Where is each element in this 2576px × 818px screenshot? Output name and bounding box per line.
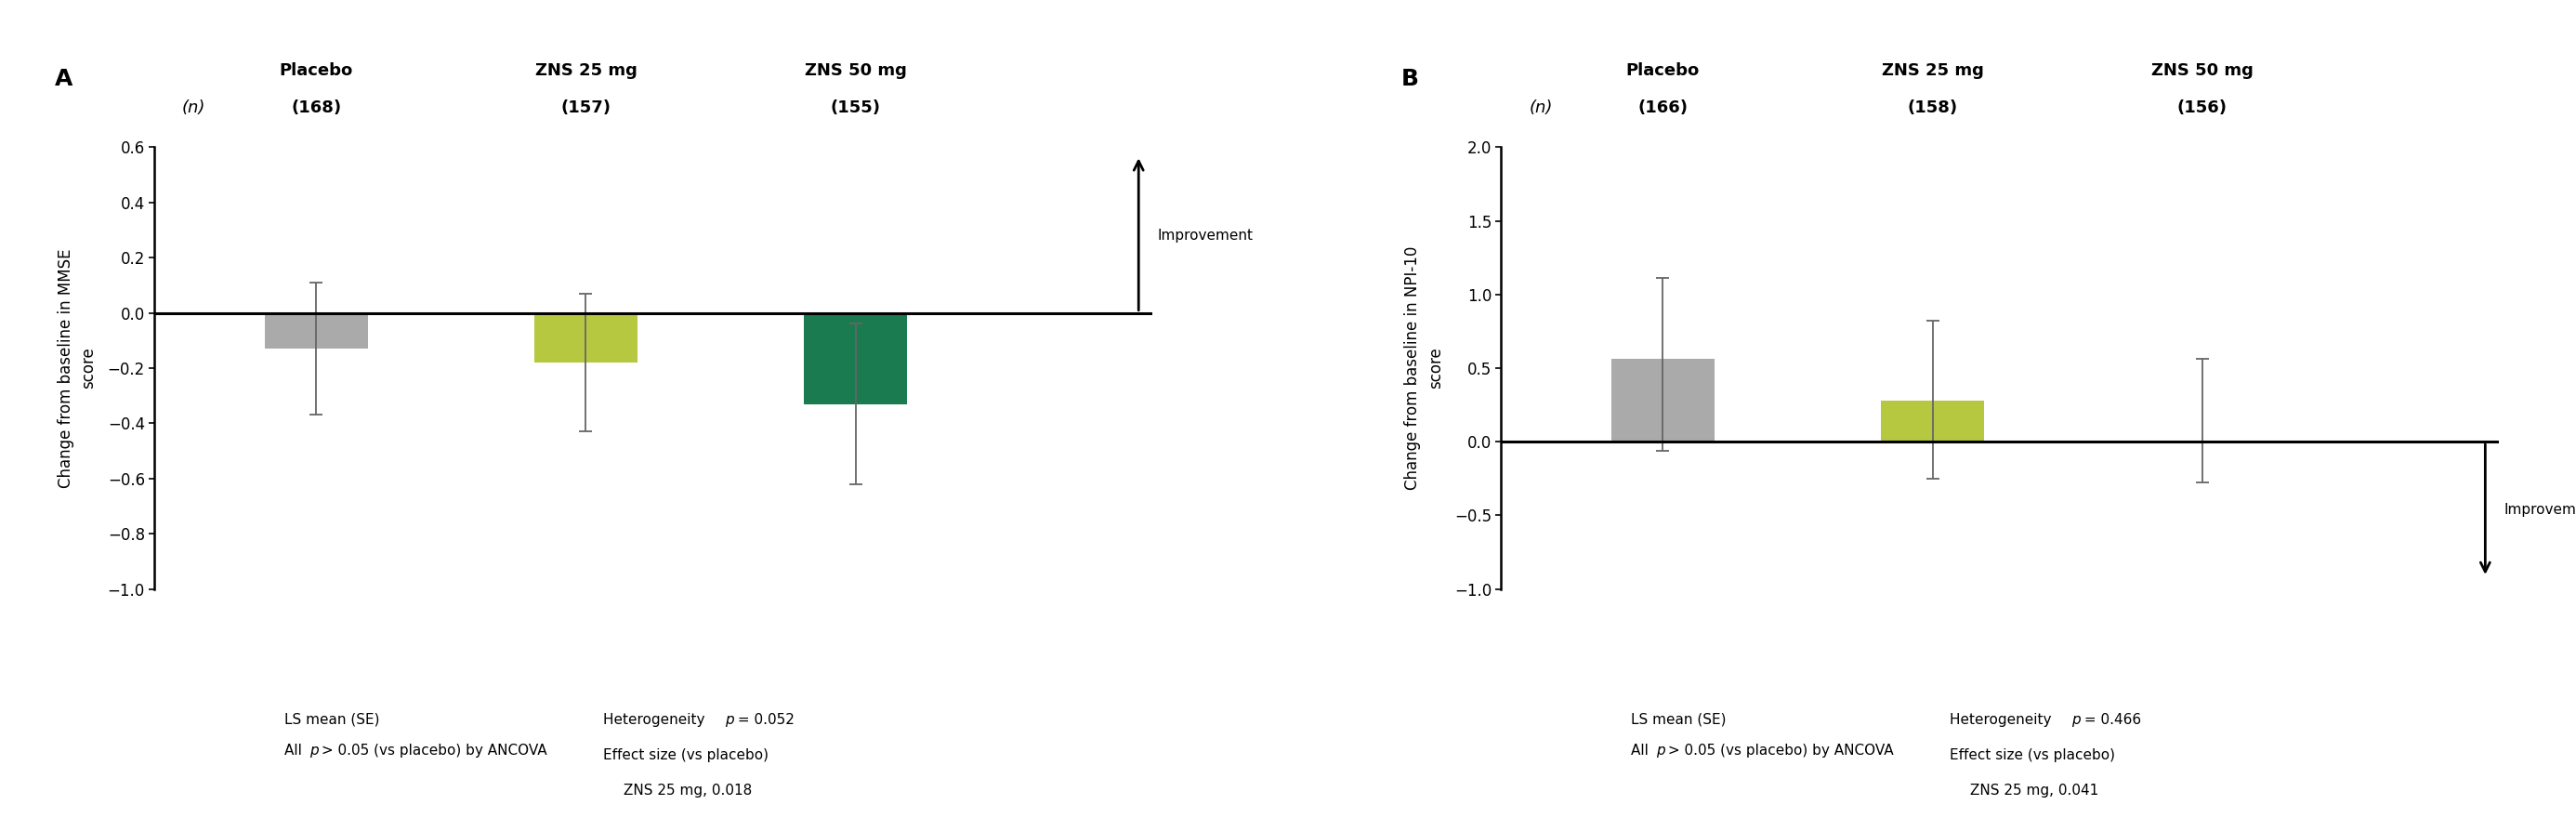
Text: p: p — [2071, 712, 2081, 726]
Y-axis label: Change from baseline in NPI-10
score: Change from baseline in NPI-10 score — [1404, 246, 1443, 490]
Text: p: p — [309, 744, 317, 757]
Text: p: p — [724, 712, 734, 726]
Text: B: B — [1401, 68, 1419, 90]
Text: Placebo: Placebo — [1625, 62, 1700, 79]
Text: ZNS 25 mg, 0.018: ZNS 25 mg, 0.018 — [623, 784, 752, 798]
Text: Effect size (vs placebo): Effect size (vs placebo) — [603, 748, 768, 762]
Text: Heterogeneity: Heterogeneity — [1950, 712, 2056, 726]
Text: > 0.05 (vs placebo) by ANCOVA: > 0.05 (vs placebo) by ANCOVA — [317, 744, 546, 757]
Text: ZNS 25 mg: ZNS 25 mg — [536, 62, 636, 79]
Bar — [1613, 359, 1713, 442]
Text: ZNS 50 mg: ZNS 50 mg — [804, 62, 907, 79]
Text: LS mean (SE): LS mean (SE) — [283, 712, 379, 726]
Text: > 0.05 (vs placebo) by ANCOVA: > 0.05 (vs placebo) by ANCOVA — [1664, 744, 1893, 757]
Text: p: p — [1656, 744, 1664, 757]
Text: Improvement: Improvement — [2504, 502, 2576, 516]
Text: Placebo: Placebo — [278, 62, 353, 79]
Text: ZNS 25 mg: ZNS 25 mg — [1880, 62, 1984, 79]
Text: (155): (155) — [829, 100, 881, 116]
Text: ZNS 25 mg, 0.041: ZNS 25 mg, 0.041 — [1971, 784, 2099, 798]
Text: Effect size (vs placebo): Effect size (vs placebo) — [1950, 748, 2115, 762]
Text: A: A — [54, 68, 72, 90]
Text: ZNS 50 mg: ZNS 50 mg — [2151, 62, 2254, 79]
Text: (n): (n) — [183, 100, 206, 116]
Bar — [804, 313, 907, 404]
Text: All: All — [1631, 744, 1654, 757]
Text: (n): (n) — [1528, 100, 1553, 116]
Text: (166): (166) — [1638, 100, 1687, 116]
Bar — [265, 313, 368, 348]
Y-axis label: Change from baseline in MMSE
score: Change from baseline in MMSE score — [57, 249, 98, 488]
Text: (168): (168) — [291, 100, 343, 116]
Text: Improvement: Improvement — [1157, 228, 1252, 243]
Text: (156): (156) — [2177, 100, 2228, 116]
Text: All: All — [283, 744, 307, 757]
Text: LS mean (SE): LS mean (SE) — [1631, 712, 1726, 726]
Text: = 0.466: = 0.466 — [2079, 712, 2141, 726]
Text: (157): (157) — [562, 100, 611, 116]
Text: (158): (158) — [1906, 100, 1958, 116]
Text: = 0.052: = 0.052 — [734, 712, 793, 726]
Bar — [1880, 401, 1984, 442]
Bar — [536, 313, 636, 362]
Text: Heterogeneity: Heterogeneity — [603, 712, 711, 726]
